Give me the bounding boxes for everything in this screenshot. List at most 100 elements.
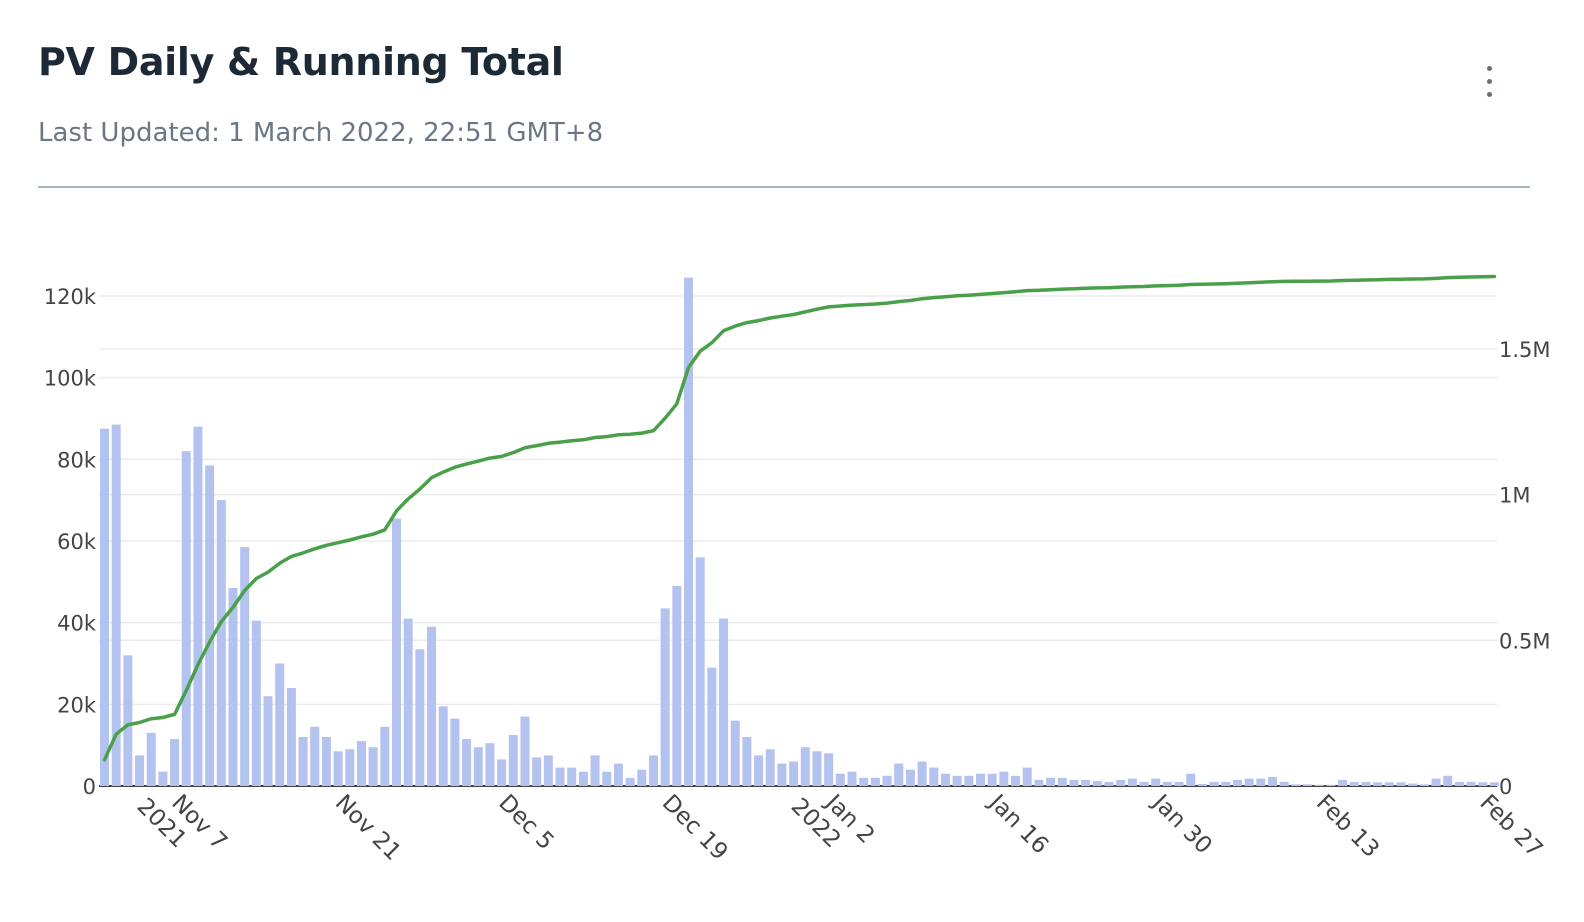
daily-bar bbox=[1197, 783, 1207, 786]
daily-bar bbox=[707, 667, 717, 786]
daily-bar bbox=[578, 771, 588, 786]
daily-bar bbox=[648, 755, 658, 786]
daily-bar bbox=[1291, 784, 1301, 786]
daily-bar bbox=[1127, 778, 1137, 786]
daily-bar bbox=[929, 767, 939, 786]
daily-bar bbox=[1373, 782, 1383, 786]
daily-bar bbox=[508, 734, 518, 786]
daily-bar bbox=[1396, 782, 1406, 786]
daily-bar bbox=[1443, 775, 1453, 786]
daily-bar bbox=[205, 465, 215, 786]
x-tick-label: Dec 19 bbox=[657, 790, 733, 866]
chart-area: 0 20k 40k 60k 80k 100k 120k 0 0.5M 1M 1.5M Nov 7202… bbox=[0, 190, 1584, 922]
x-tick-label-line1: Feb 13 bbox=[1311, 790, 1384, 863]
daily-bar bbox=[952, 775, 962, 786]
daily-bar bbox=[1034, 779, 1044, 786]
daily-bar bbox=[415, 649, 425, 786]
daily-bar bbox=[719, 618, 729, 786]
y-left-tick-label: 120k bbox=[44, 285, 97, 309]
daily-bar bbox=[1046, 777, 1056, 786]
daily-bar bbox=[660, 608, 670, 786]
daily-bar bbox=[1209, 781, 1219, 786]
daily-bar bbox=[1268, 777, 1277, 786]
daily-bar bbox=[345, 749, 355, 786]
daily-bar bbox=[1244, 778, 1254, 786]
daily-bar bbox=[286, 688, 296, 786]
daily-bar bbox=[135, 755, 145, 786]
x-tick-label: Nov 72021 bbox=[132, 774, 232, 874]
daily-bar bbox=[1069, 779, 1079, 786]
daily-bar bbox=[964, 775, 974, 786]
daily-bar bbox=[1151, 778, 1161, 786]
x-tick-label: Jan 22022 bbox=[786, 774, 880, 868]
daily-bar bbox=[543, 755, 553, 786]
daily-bar bbox=[520, 716, 530, 786]
daily-bar bbox=[1314, 784, 1324, 786]
daily-bar bbox=[684, 277, 693, 786]
daily-bar bbox=[146, 732, 156, 786]
y-right-tick-label: 0 bbox=[1499, 775, 1512, 799]
header-divider bbox=[38, 186, 1530, 188]
daily-bar bbox=[1279, 781, 1289, 786]
y-left-tick-label: 0 bbox=[83, 775, 96, 799]
daily-bar bbox=[613, 763, 623, 786]
daily-bar bbox=[333, 751, 343, 786]
daily-bar bbox=[275, 663, 285, 786]
daily-bar bbox=[859, 777, 869, 786]
daily-bar bbox=[181, 451, 191, 786]
y-right-tick-label: 1M bbox=[1499, 484, 1530, 508]
pv-combo-chart: 0 20k 40k 60k 80k 100k 120k 0 0.5M 1M 1.5M Nov 7202… bbox=[44, 274, 1551, 874]
daily-bar bbox=[123, 655, 133, 786]
daily-bar bbox=[1057, 777, 1067, 786]
daily-bar bbox=[800, 747, 810, 786]
daily-bar bbox=[1454, 781, 1464, 786]
daily-bar bbox=[263, 696, 273, 786]
daily-bar bbox=[905, 769, 915, 786]
daily-bar bbox=[228, 587, 238, 786]
daily-bar bbox=[1478, 782, 1488, 786]
daily-bar bbox=[1139, 781, 1149, 786]
daily-bar bbox=[1092, 781, 1102, 786]
daily-bar bbox=[555, 767, 565, 786]
daily-bar bbox=[216, 500, 226, 786]
daily-bar bbox=[1232, 779, 1242, 786]
daily-bar bbox=[251, 620, 261, 786]
x-tick-label-line1: Jan 30 bbox=[1146, 788, 1217, 859]
daily-bar bbox=[392, 518, 401, 786]
y-right-tick-label: 1.5M bbox=[1499, 338, 1551, 362]
daily-bar bbox=[368, 747, 378, 786]
daily-bar bbox=[193, 426, 203, 786]
daily-bar bbox=[917, 761, 927, 786]
daily-bar bbox=[1431, 778, 1441, 786]
daily-bar bbox=[812, 751, 822, 786]
daily-bar bbox=[976, 773, 985, 786]
daily-bar bbox=[1174, 781, 1184, 786]
daily-bar bbox=[321, 737, 331, 786]
last-updated-text: Last Updated: 1 March 2022, 22:51 GMT+8 bbox=[38, 118, 604, 148]
daily-bar bbox=[403, 618, 413, 786]
daily-bar bbox=[590, 755, 600, 786]
daily-bar bbox=[882, 775, 892, 786]
y-left-tick-label: 80k bbox=[57, 448, 97, 472]
daily-bar bbox=[1361, 781, 1371, 786]
grid-layer bbox=[99, 295, 1497, 787]
daily-bar bbox=[824, 753, 834, 786]
daily-bar bbox=[742, 737, 752, 786]
daily-bar bbox=[473, 747, 483, 786]
daily-bar bbox=[789, 761, 799, 786]
daily-bar bbox=[100, 428, 109, 786]
x-tick-label-line1: Feb 27 bbox=[1474, 790, 1547, 863]
daily-bar bbox=[847, 771, 857, 786]
daily-bar bbox=[940, 773, 950, 786]
y-left-tick-label: 40k bbox=[57, 612, 97, 636]
daily-bar bbox=[1303, 784, 1313, 786]
daily-bar bbox=[1186, 773, 1196, 786]
daily-bar bbox=[1326, 784, 1336, 786]
daily-bar bbox=[438, 706, 448, 786]
more-vertical-icon[interactable] bbox=[1474, 62, 1506, 102]
daily-bar bbox=[695, 557, 705, 786]
daily-bar bbox=[240, 547, 250, 786]
running-total-series bbox=[102, 274, 1497, 762]
y-left-tick-label: 60k bbox=[57, 530, 97, 554]
daily-bar bbox=[158, 771, 168, 786]
